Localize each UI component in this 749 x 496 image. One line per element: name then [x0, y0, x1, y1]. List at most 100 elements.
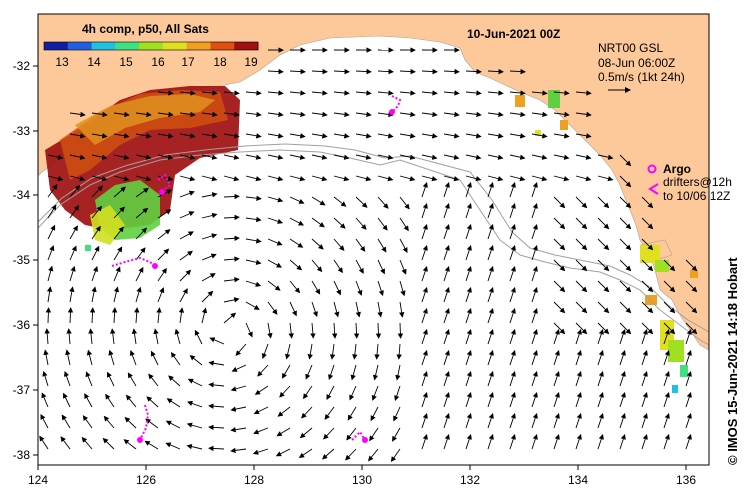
current-arrow: [201, 307, 208, 324]
current-arrow: [135, 133, 152, 139]
current-arrow: [575, 280, 588, 293]
current-arrow: [597, 433, 604, 450]
current-arrow: [91, 205, 103, 219]
current-arrow: [553, 433, 560, 450]
current-arrow: [135, 286, 142, 303]
current-arrow: [465, 175, 482, 182]
current-arrow: [355, 90, 372, 96]
current-arrow: [377, 154, 394, 160]
current-arrow: [531, 265, 538, 282]
current-arrow: [281, 364, 291, 379]
current-arrow: [509, 328, 516, 345]
current-arrow: [663, 349, 670, 366]
x-axis: 124 126 128 130 132 134 136: [28, 465, 696, 487]
current-arrow: [223, 277, 240, 283]
current-arrow: [597, 349, 604, 366]
current-arrow: [311, 259, 323, 273]
current-arrow: [509, 391, 516, 408]
current-arrow: [372, 364, 379, 381]
current-arrow: [47, 265, 54, 282]
current-arrow: [85, 371, 93, 387]
current-arrow: [553, 301, 566, 314]
current-arrow: [553, 196, 566, 209]
current-arrow: [245, 195, 262, 201]
current-arrow: [390, 448, 401, 463]
current-arrow: [465, 181, 472, 198]
current-arrow: [41, 392, 49, 408]
colorbar-segment: [162, 42, 188, 50]
current-arrow: [619, 328, 626, 345]
current-arrow: [69, 154, 86, 160]
current-arrow: [443, 286, 450, 303]
current-arrow: [289, 196, 305, 204]
current-arrow: [311, 111, 328, 118]
current-arrow: [322, 448, 335, 460]
current-arrow: [135, 154, 152, 160]
current-arrow: [663, 412, 670, 429]
current-arrow: [253, 427, 269, 435]
current-arrow: [355, 280, 363, 296]
current-arrow: [333, 111, 350, 118]
current-arrow: [509, 90, 526, 96]
current-arrow: [509, 202, 516, 219]
x-tick-label: 128: [244, 473, 264, 487]
current-arrow: [575, 217, 588, 230]
current-arrow: [289, 217, 304, 226]
current-arrow: [65, 349, 71, 366]
current-arrow: [157, 267, 167, 282]
current-arrow: [575, 391, 582, 408]
current-arrow: [641, 412, 648, 429]
current-arrow: [355, 196, 368, 208]
current-arrow: [553, 90, 570, 96]
current-arrow: [157, 175, 174, 182]
current-arrow: [377, 90, 394, 96]
current-arrow: [223, 133, 240, 139]
current-arrow: [267, 175, 284, 182]
current-arrow: [47, 224, 56, 240]
current-arrow: [179, 190, 195, 198]
current-arrow: [223, 256, 240, 262]
current-arrow: [223, 111, 240, 118]
current-arrow: [145, 418, 159, 429]
current-arrow: [254, 385, 269, 395]
current-arrow: [267, 154, 284, 160]
current-arrow: [465, 202, 472, 219]
current-arrow: [509, 370, 516, 387]
current-arrow: [553, 328, 560, 345]
current-arrow: [288, 322, 294, 339]
current-arrow: [487, 111, 504, 118]
current-arrow: [421, 244, 428, 261]
current-arrow: [267, 259, 282, 268]
current-arrow: [619, 349, 626, 366]
current-arrow: [575, 90, 592, 96]
current-arrow: [575, 433, 582, 450]
current-arrow: [69, 111, 86, 118]
current-arrow: [110, 328, 116, 345]
current-arrow: [443, 244, 450, 261]
current-arrow: [443, 370, 450, 387]
current-arrow: [575, 175, 592, 182]
current-arrow: [619, 280, 632, 293]
product-info: NRT00 GSL 08-Jun 06:00Z 0.5m/s (1kt 24h): [598, 41, 685, 93]
current-arrow: [421, 307, 428, 324]
current-arrow: [69, 245, 77, 261]
current-arrow: [135, 207, 149, 219]
current-arrow: [443, 349, 450, 366]
current-arrow: [685, 349, 692, 366]
current-arrow: [333, 154, 350, 160]
current-arrow: [487, 328, 494, 345]
current-arrow: [575, 349, 582, 366]
current-arrow: [487, 68, 504, 75]
current-arrow: [443, 90, 460, 96]
current-arrow: [201, 192, 218, 198]
current-arrow: [289, 111, 306, 118]
current-arrow: [174, 328, 181, 345]
current-arrow: [531, 111, 548, 118]
current-arrow: [531, 175, 548, 182]
current-arrow: [641, 328, 648, 345]
current-arrow: [275, 448, 291, 457]
current-arrow: [619, 433, 626, 450]
current-arrow: [153, 328, 159, 345]
current-arrow: [487, 154, 504, 160]
current-arrow: [276, 427, 291, 437]
